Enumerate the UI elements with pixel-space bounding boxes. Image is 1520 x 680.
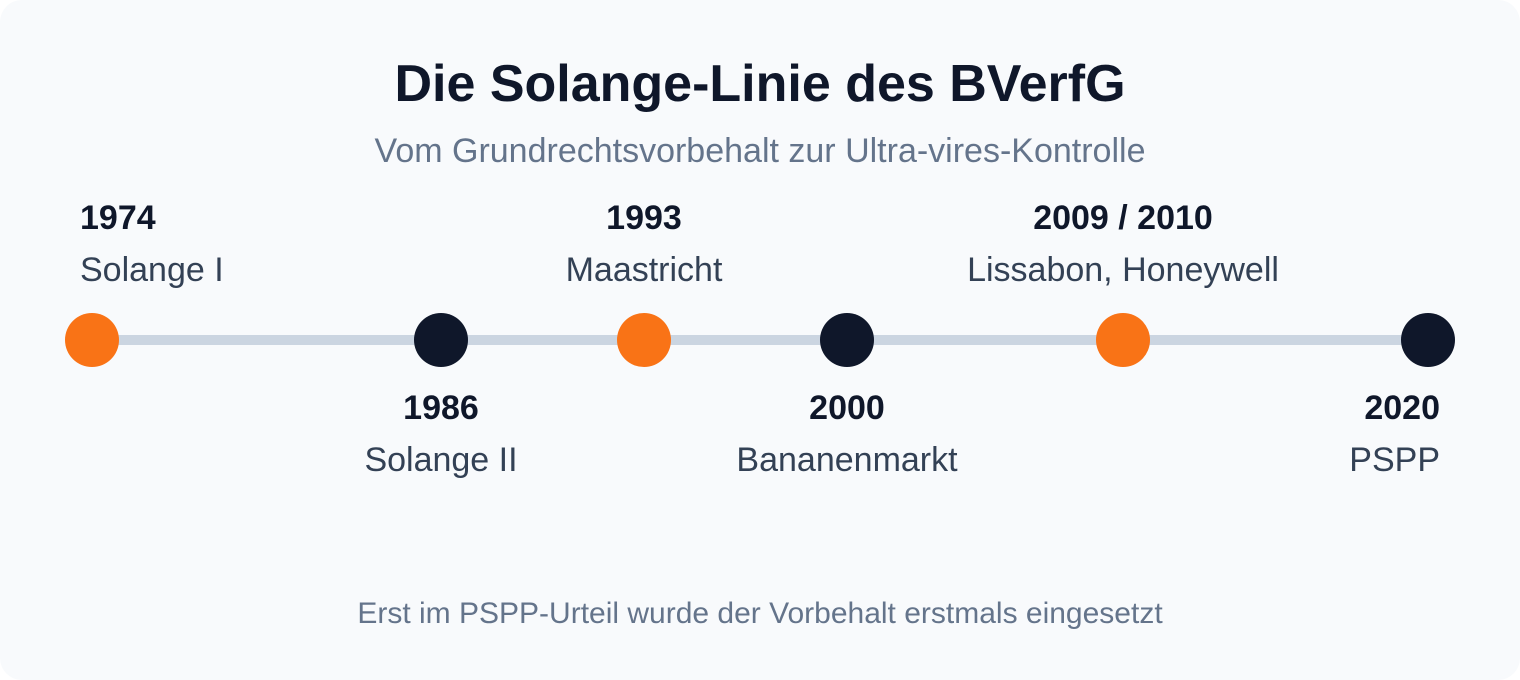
timeline-marker-2009-2010: [1096, 313, 1150, 367]
timeline-event-1986: 1986 Solange II: [364, 386, 517, 482]
timeline-marker-1993: [617, 313, 671, 367]
event-year: 2009 / 2010: [1033, 199, 1213, 237]
event-case: Bananenmarkt: [736, 441, 958, 479]
timeline-event-2000: 2000 Bananenmarkt: [736, 386, 957, 482]
event-case: PSPP: [1349, 441, 1440, 479]
event-year: 1974: [80, 199, 156, 237]
timeline-marker-2020: [1401, 313, 1455, 367]
diagram-footnote: Erst im PSPP-Urteil wurde der Vorbehalt …: [357, 597, 1163, 630]
event-year: 2000: [809, 389, 885, 427]
event-year: 2020: [1364, 389, 1440, 427]
timeline-event-1993: 1993 Maastricht: [566, 196, 723, 292]
timeline-marker-2000: [820, 313, 874, 367]
timeline-marker-1986: [414, 313, 468, 367]
diagram-title: Die Solange-Linie des BVerfG: [394, 55, 1126, 113]
timeline-event-1974: 1974 Solange I: [80, 196, 224, 292]
event-case: Solange II: [364, 441, 518, 479]
timeline-axis: [92, 335, 1428, 345]
timeline-event-2020: 2020 PSPP: [1349, 386, 1440, 482]
event-year: 1993: [606, 199, 682, 237]
event-case: Lissabon, Honeywell: [967, 251, 1279, 289]
event-case: Maastricht: [565, 251, 723, 289]
event-year: 1986: [403, 389, 479, 427]
timeline-marker-1974: [65, 313, 119, 367]
event-case: Solange I: [80, 251, 224, 289]
timeline-event-2009-2010: 2009 / 2010 Lissabon, Honeywell: [967, 196, 1279, 292]
diagram-subtitle: Vom Grundrechtsvorbehalt zur Ultra-vires…: [374, 132, 1146, 170]
